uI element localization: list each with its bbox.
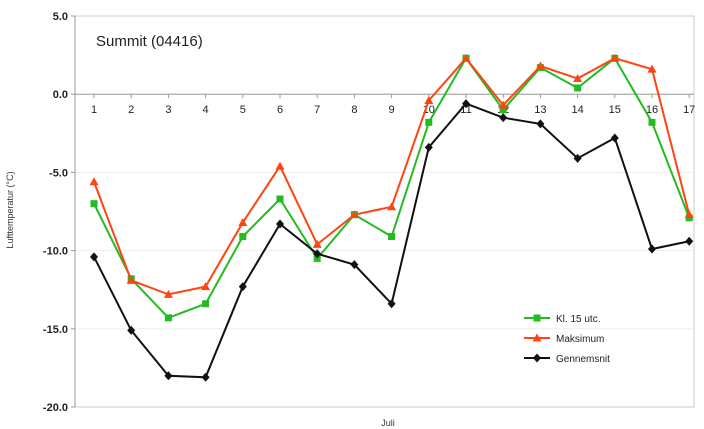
x-axis-label: Juli	[381, 418, 395, 428]
x-tick-label: 6	[277, 104, 283, 116]
data-point	[202, 300, 210, 308]
legend-swatch-marker	[533, 314, 541, 322]
x-tick-label: 15	[609, 104, 621, 116]
x-tick-label: 11	[460, 104, 471, 116]
legend-label: Maksimum	[556, 334, 604, 345]
data-point	[201, 372, 210, 382]
series-layer	[89, 53, 694, 382]
data-point	[461, 53, 471, 62]
data-point	[425, 118, 433, 126]
data-point	[276, 195, 284, 203]
data-point	[573, 153, 582, 163]
data-point	[648, 244, 656, 254]
data-point	[535, 61, 545, 70]
x-tick-label: 16	[646, 104, 658, 116]
y-tick-label: -15.0	[43, 324, 68, 336]
data-point	[499, 113, 508, 123]
data-point	[499, 106, 507, 114]
data-point	[89, 177, 99, 186]
data-point	[685, 236, 694, 246]
legend-entry: Kl. 15 utc.	[524, 314, 600, 325]
x-tick-label: 2	[128, 104, 134, 116]
data-point	[647, 64, 657, 73]
data-point	[164, 314, 172, 322]
chart-title: Summit (04416)	[96, 33, 203, 50]
x-tick-label: 3	[165, 104, 171, 116]
data-point	[239, 233, 247, 241]
data-point	[387, 202, 397, 211]
data-point	[349, 210, 359, 219]
data-point	[201, 282, 211, 291]
data-point	[312, 239, 322, 248]
data-point	[276, 219, 284, 229]
data-point	[238, 282, 247, 292]
x-tick-label: 1	[91, 104, 97, 116]
data-point	[610, 133, 619, 143]
data-point	[388, 233, 396, 241]
data-point	[573, 74, 583, 83]
data-point	[536, 119, 545, 129]
y-tick-label: 0.0	[53, 89, 68, 101]
legend-entry: Gennemsnit	[524, 353, 610, 365]
data-point	[424, 95, 434, 104]
data-point	[350, 260, 359, 270]
data-point	[498, 100, 508, 109]
data-point	[163, 289, 173, 298]
x-tick-label: 14	[571, 104, 583, 116]
data-point	[684, 210, 694, 219]
data-point	[313, 254, 321, 262]
y-tick-label: -10.0	[43, 246, 68, 258]
y-tick-label: 5.0	[53, 11, 68, 23]
y-axis-label: Lufttemperatur (°C)	[5, 171, 15, 248]
data-point	[387, 299, 396, 309]
x-tick-label: 8	[351, 104, 357, 116]
data-point	[90, 200, 98, 208]
legend: Kl. 15 utc. Maksimum Gennemsnit	[524, 314, 610, 365]
legend-entry: Maksimum	[524, 333, 604, 345]
x-tick-label: 17	[683, 104, 695, 116]
series-2	[90, 99, 694, 382]
data-point	[648, 118, 656, 126]
x-tick-label: 7	[314, 104, 320, 116]
data-point	[424, 142, 433, 152]
x-tick-label: 4	[203, 104, 209, 116]
legend-label: Gennemsnit	[556, 354, 610, 365]
data-point	[275, 161, 285, 170]
data-point	[313, 249, 322, 259]
data-point	[610, 53, 620, 62]
data-point	[127, 325, 136, 335]
data-point	[164, 371, 173, 381]
x-tick-label: 9	[389, 104, 395, 116]
y-tick-label: -20.0	[43, 402, 68, 414]
legend-swatch-marker	[532, 333, 542, 342]
y-tick-labels: 5.0 0.0 -5.0 -10.0 -15.0 -20.0	[43, 11, 75, 414]
x-tick-label: 5	[240, 104, 246, 116]
data-point	[238, 217, 248, 226]
series-1	[89, 53, 694, 298]
data-point	[462, 99, 470, 109]
x-tick-label: 13	[534, 104, 546, 116]
y-tick-label: -5.0	[49, 167, 68, 179]
legend-label: Kl. 15 utc.	[556, 314, 600, 325]
legend-swatch-marker	[533, 353, 541, 363]
data-point	[574, 84, 582, 92]
data-point	[90, 252, 98, 262]
data-point	[126, 275, 136, 284]
